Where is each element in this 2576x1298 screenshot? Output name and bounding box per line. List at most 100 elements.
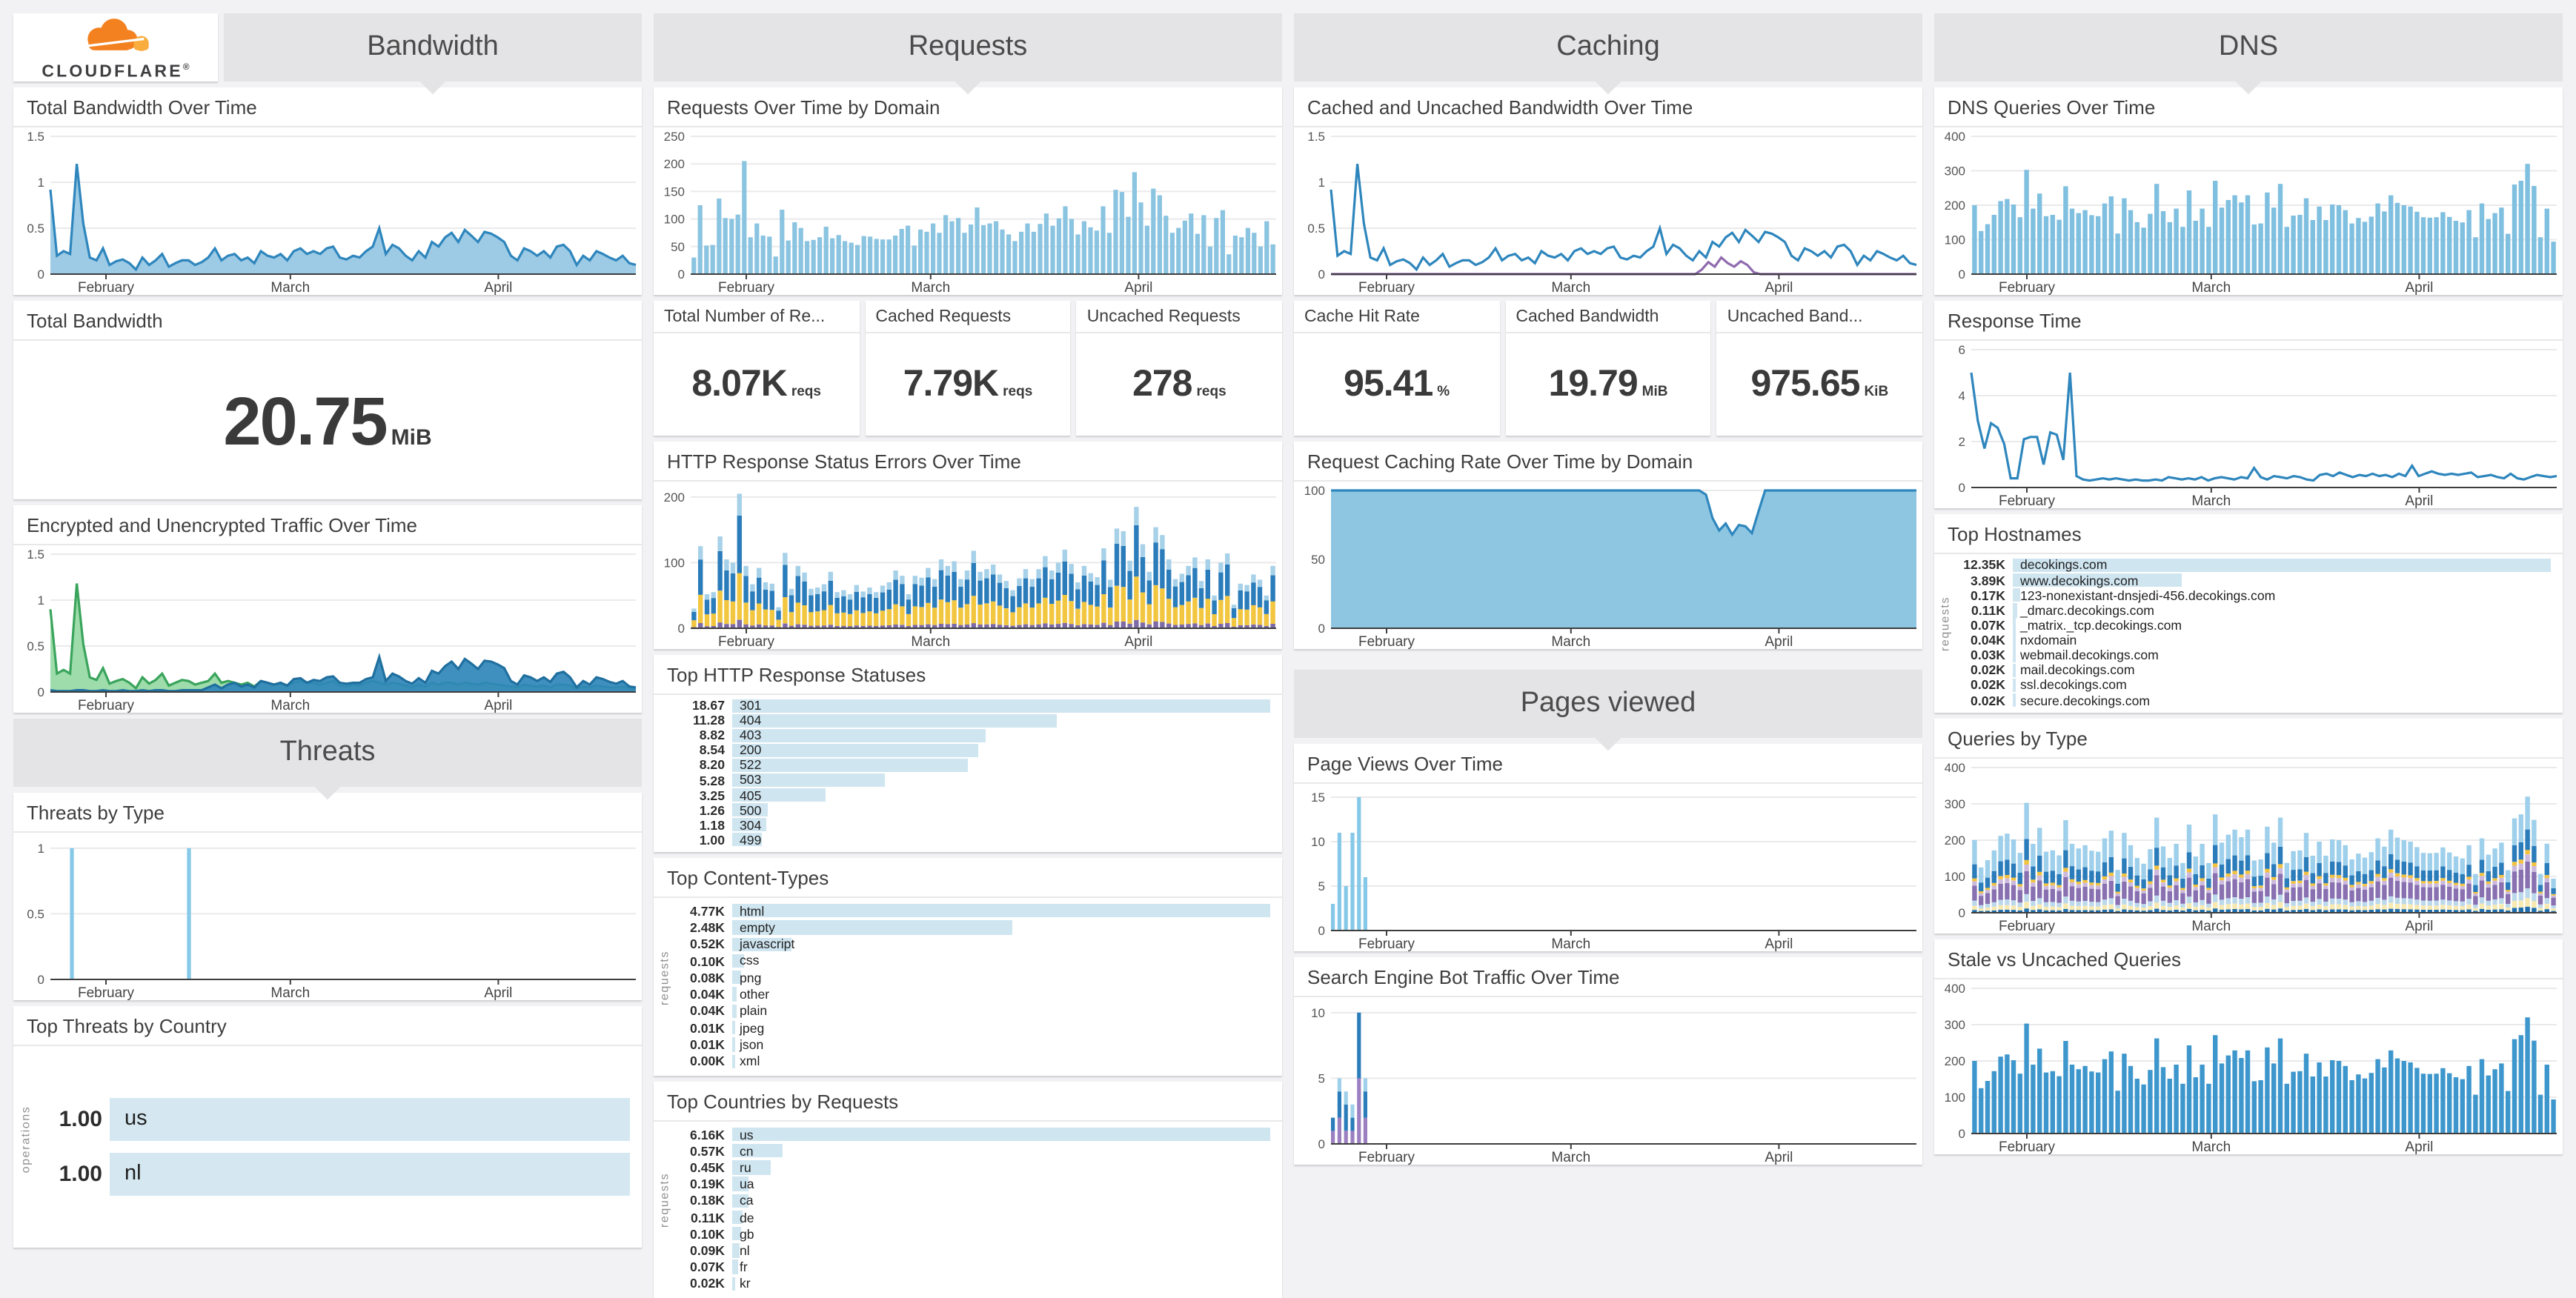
list-item[interactable]: 8.82 403 xyxy=(671,728,1270,743)
list-item[interactable]: 0.10K css xyxy=(671,953,1270,968)
list-item-value: 0.02K xyxy=(690,1276,725,1291)
list-item-value: 0.01K xyxy=(690,1020,725,1036)
list-item-label: 304 xyxy=(740,817,762,833)
list-item[interactable]: 12.35K decokings.com xyxy=(1952,558,2551,573)
list-item[interactable]: 1.00 499 xyxy=(671,832,1270,847)
list-item[interactable]: 0.08K png xyxy=(671,971,1270,985)
list-item[interactable]: 0.09K nl xyxy=(671,1242,1270,1258)
list-item[interactable]: 0.07K _matrix._tcp.decokings.com xyxy=(1952,618,2551,633)
svg-text:March: March xyxy=(270,985,310,1000)
list-item[interactable]: 3.25 405 xyxy=(671,788,1270,802)
section-header-requests: Requests xyxy=(654,13,1282,95)
svg-text:April: April xyxy=(484,280,512,295)
total-bandwidth-chart[interactable]: 0 0.5 1 1.5 February March April xyxy=(13,127,642,295)
list-item[interactable]: 0.17K 123-nonexistant-dnsjedi-456.decokin… xyxy=(1952,588,2551,602)
list-item[interactable]: 0.02K mail.decokings.com xyxy=(1952,663,2551,678)
queries-by-type-chart[interactable]: 0 100 200 300 400 February March April xyxy=(1934,759,2563,933)
list-item[interactable]: 8.20 522 xyxy=(671,758,1270,773)
cached-uncached-bw-chart[interactable]: 0 0.5 1 1.5 February March April xyxy=(1294,127,1922,295)
bot-traffic-chart[interactable]: 0 5 10 February March April xyxy=(1294,997,1922,1165)
panel-threats-by-type: Threats by Type 0 0.5 1 February March April xyxy=(13,793,642,1000)
y-axis-label: requests xyxy=(1938,596,1952,651)
list-item-bar xyxy=(2013,633,2016,648)
list-item-value: 1.00 xyxy=(59,1161,102,1186)
list-item[interactable]: 0.04K other xyxy=(671,987,1270,1002)
list-item[interactable]: 0.03K webmail.decokings.com xyxy=(1952,648,2551,662)
list-item[interactable]: 1.00 us xyxy=(37,1097,630,1140)
svg-text:1.5: 1.5 xyxy=(1307,130,1325,144)
svg-text:0.5: 0.5 xyxy=(27,222,44,236)
list-item[interactable]: 0.04K nxdomain xyxy=(1952,633,2551,648)
list-item[interactable]: 5.28 503 xyxy=(671,773,1270,788)
list-item[interactable]: 0.01K jpeg xyxy=(671,1020,1270,1036)
list-item-label: kr xyxy=(740,1276,751,1291)
list-item-label: nxdomain xyxy=(2020,633,2077,648)
list-item[interactable]: 3.89K www.decokings.com xyxy=(1952,573,2551,588)
list-item[interactable]: 6.16K us xyxy=(671,1127,1270,1142)
list-item[interactable]: 18.67 301 xyxy=(671,699,1270,713)
svg-text:April: April xyxy=(1124,280,1152,295)
stale-uncached-chart[interactable]: 0 100 200 300 400 February March April xyxy=(1934,979,2563,1154)
svg-text:March: March xyxy=(2191,493,2231,508)
svg-text:300: 300 xyxy=(1945,1018,1965,1032)
list-item-value: 0.18K xyxy=(690,1193,725,1208)
svg-text:0: 0 xyxy=(1318,267,1325,282)
list-item-label: png xyxy=(740,970,762,985)
list-item[interactable]: 1.26 500 xyxy=(671,802,1270,817)
svg-text:March: March xyxy=(2191,1139,2231,1154)
list-item[interactable]: 4.77K html xyxy=(671,903,1270,918)
http-errors-chart[interactable]: 0 100 200 February March April xyxy=(654,482,1282,649)
list-item[interactable]: 0.10K gb xyxy=(671,1226,1270,1241)
list-item[interactable]: 0.11K de xyxy=(671,1210,1270,1225)
panel-title: HTTP Response Status Errors Over Time xyxy=(654,442,1282,482)
panel-title: Top Countries by Requests xyxy=(654,1082,1282,1122)
list-item[interactable]: 0.19K ua xyxy=(671,1176,1270,1191)
page-views-chart[interactable]: 0 5 10 15 February March April xyxy=(1294,784,1922,951)
list-item[interactable]: 0.02K ssl.decokings.com xyxy=(1952,678,2551,693)
list-item[interactable]: 0.02K secure.decokings.com xyxy=(1952,693,2551,708)
encrypted-traffic-chart[interactable]: 0 0.5 1 1.5 February March April xyxy=(13,545,642,713)
list-item[interactable]: 0.18K ca xyxy=(671,1194,1270,1208)
column-caching: Caching Cached and Uncached Bandwidth Ov… xyxy=(1294,13,1923,1270)
list-item[interactable]: 0.01K json xyxy=(671,1037,1270,1052)
list-item-bar xyxy=(732,788,826,802)
caching-rate-chart[interactable]: 0 50 100 February March April xyxy=(1294,482,1922,649)
requests-by-domain-chart[interactable]: 0 50 100 150 200 250 February March April xyxy=(654,127,1282,295)
svg-text:April: April xyxy=(1765,280,1793,295)
list-item-bar xyxy=(732,987,737,1002)
list-item[interactable]: 1.00 nl xyxy=(37,1152,630,1195)
list-item[interactable]: 0.11K _dmarc.decokings.com xyxy=(1952,603,2551,618)
svg-text:March: March xyxy=(1551,1150,1590,1165)
list-item[interactable]: 0.45K ru xyxy=(671,1160,1270,1175)
dns-queries-chart[interactable]: 0 100 200 300 400 February March April xyxy=(1934,127,2563,295)
y-axis-label: operations xyxy=(19,1105,33,1173)
column-bandwidth: CLOUDFLARE® Bandwidth Total Bandwidth Ov… xyxy=(13,13,642,1270)
list-item[interactable]: 11.28 404 xyxy=(671,713,1270,728)
response-time-chart[interactable]: 0 2 4 6 February March April xyxy=(1934,341,2563,508)
list-item[interactable]: 1.18 304 xyxy=(671,817,1270,833)
panel-title: Cached and Uncached Bandwidth Over Time xyxy=(1294,87,1922,127)
svg-text:0: 0 xyxy=(38,685,44,699)
panel-title: Cache Hit Rate xyxy=(1294,301,1500,333)
list-item[interactable]: 0.02K kr xyxy=(671,1277,1270,1291)
top-statuses-list: 18.67 301 11.28 404 8.82 403 8.54 200 8.20 522 5.2… xyxy=(654,695,1282,852)
panel-title: Request Caching Rate Over Time by Domain xyxy=(1294,442,1922,482)
top-content-types-list: 4.77K html 2.48K empty 0.52K javascript 0.10K c… xyxy=(654,898,1282,1076)
list-item[interactable]: 8.54 200 xyxy=(671,743,1270,758)
svg-text:0: 0 xyxy=(1318,1137,1325,1151)
list-item[interactable]: 0.57K cn xyxy=(671,1143,1270,1158)
list-item[interactable]: 0.07K fr xyxy=(671,1259,1270,1274)
list-item-value: 1.18 xyxy=(699,817,725,833)
stat-value: 20.75 xyxy=(223,382,388,459)
svg-text:March: March xyxy=(270,698,310,713)
cloudflare-logo[interactable]: CLOUDFLARE® xyxy=(13,13,218,81)
svg-text:200: 200 xyxy=(1945,199,1965,213)
list-item-label: nl xyxy=(740,1242,750,1258)
list-item[interactable]: 0.52K javascript xyxy=(671,936,1270,951)
list-item[interactable]: 0.04K plain xyxy=(671,1003,1270,1019)
list-item[interactable]: 2.48K empty xyxy=(671,920,1270,935)
list-item-label: plain xyxy=(740,1003,768,1019)
list-item-bar xyxy=(732,1210,743,1225)
threats-by-type-chart[interactable]: 0 0.5 1 February March April xyxy=(13,833,642,1000)
list-item[interactable]: 0.00K xml xyxy=(671,1054,1270,1069)
